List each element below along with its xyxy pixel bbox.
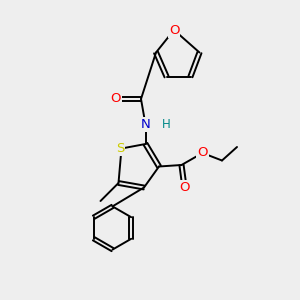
Text: O: O: [197, 146, 208, 160]
Text: H: H: [162, 118, 171, 131]
Text: O: O: [110, 92, 121, 106]
Text: O: O: [179, 181, 190, 194]
Text: S: S: [116, 142, 124, 155]
Text: O: O: [169, 23, 179, 37]
Text: N: N: [141, 118, 150, 131]
